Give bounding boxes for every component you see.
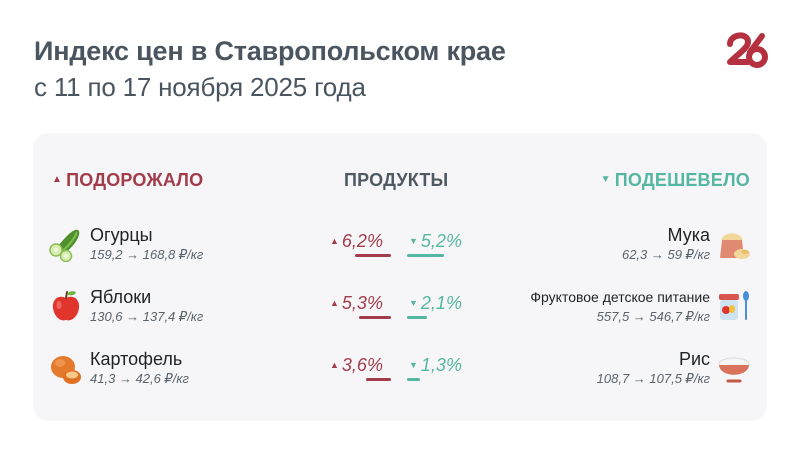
decreased-item-rice: Рис 108,7 → 107,5 ₽/кг [597, 348, 752, 388]
increased-item-potato: Картофель 41,3 → 42,6 ₽/кг [48, 348, 189, 388]
apple-icon [52, 291, 80, 321]
decreased-item-flour: Мука 62,3 → 59 ₽/кг [622, 224, 752, 264]
triangle-up-icon: ▲ [330, 298, 339, 308]
product-name: Огурцы [90, 225, 153, 245]
percent-decrease: ▼ 1,3% [409, 355, 462, 375]
triangle-up-icon: ▲ [330, 360, 339, 370]
decreased-item-baby-food: Фруктовое детское питание 557,5 → 546,7 … [530, 286, 752, 326]
product-name: Мука [667, 225, 710, 245]
product-price: 41,3 → 42,6 ₽/кг [90, 371, 189, 386]
triangle-down-icon: ▼ [409, 298, 418, 308]
rice-icon [718, 357, 750, 383]
triangle-down-icon: ▼ [600, 173, 611, 185]
percent-decrease: ▼ 2,1% [409, 293, 462, 313]
percent-increase: ▲ 6,2% [330, 231, 383, 251]
decrease-bar [407, 378, 420, 381]
page-subtitle: с 11 по 17 ноября 2025 года [34, 72, 366, 102]
percent-increase: ▲ 3,6% [330, 355, 383, 375]
product-price: 62,3 → 59 ₽/кг [621, 247, 710, 262]
product-name: Фруктовое детское питание [530, 289, 710, 305]
triangle-down-icon: ▼ [409, 360, 418, 370]
price-index-card [33, 133, 767, 421]
page-title: Индекс цен в Ставропольском крае [34, 36, 506, 66]
percent-increase: ▲ 5,3% [330, 293, 383, 313]
product-price: 159,2 → 168,8 ₽/кг [90, 247, 204, 262]
column-header-decreased: ▼ ПОДЕШЕВЕЛО [600, 170, 750, 190]
decrease-bar [407, 316, 427, 319]
increased-item-apple: Яблоки 130,6 → 137,4 ₽/кг [48, 286, 203, 326]
flour-icon [720, 233, 750, 259]
increase-bar [355, 254, 391, 257]
baby-food-icon [719, 291, 749, 320]
logo-26-icon [727, 32, 768, 68]
increase-bar [366, 378, 391, 381]
potato-icon [51, 356, 81, 384]
column-header-products: ПРОДУКТЫ [344, 170, 449, 190]
cucumber-icon [49, 229, 80, 262]
increase-bar [359, 316, 391, 319]
product-price: 130,6 → 137,4 ₽/кг [90, 309, 204, 324]
product-name: Яблоки [90, 287, 152, 307]
percent-decrease: ▼ 5,2% [409, 231, 462, 251]
product-price: 108,7 → 107,5 ₽/кг [596, 371, 710, 386]
triangle-down-icon: ▼ [409, 236, 418, 246]
triangle-up-icon: ▲ [330, 236, 339, 246]
product-price: 557,5 → 546,7 ₽/кг [596, 309, 710, 324]
triangle-up-icon: ▲ [52, 173, 63, 185]
increased-item-cucumber: Огурцы 159,2 → 168,8 ₽/кг [48, 224, 203, 264]
product-name: Рис [678, 349, 710, 369]
product-name: Картофель [90, 349, 183, 369]
decrease-bar [407, 254, 444, 257]
column-header-increased: ▲ ПОДОРОЖАЛО [52, 170, 204, 190]
